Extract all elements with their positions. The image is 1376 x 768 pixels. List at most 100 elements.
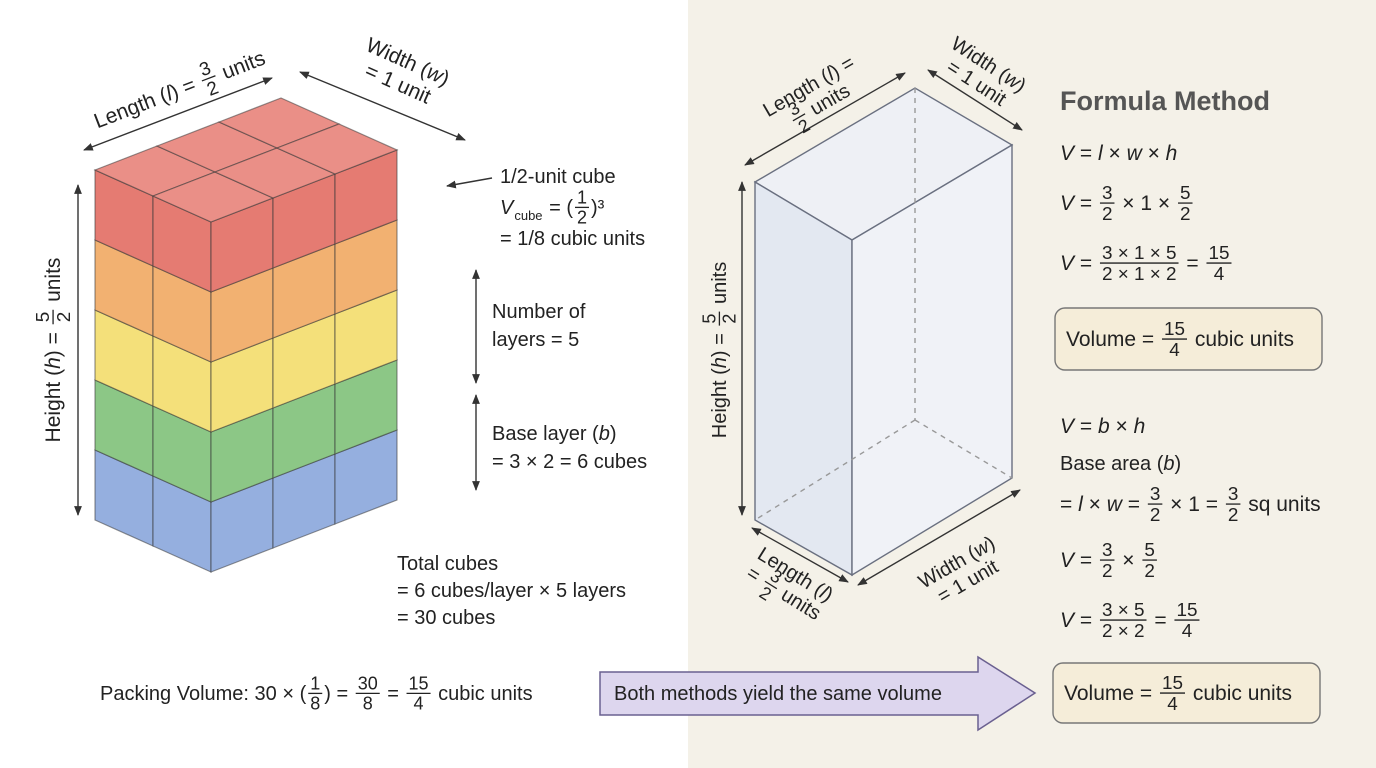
text-part: layers = 5 [492, 329, 579, 351]
text-run: V = [1060, 609, 1098, 632]
text-run: × 1 × [1116, 192, 1176, 215]
dim-arrow [857, 489, 1021, 586]
text-run: 1/2-unit cube [500, 166, 616, 188]
denominator: 4 [1169, 340, 1180, 361]
text-part: cubic units [1187, 682, 1292, 705]
text-part: cubic units [1189, 328, 1294, 351]
hidden-edge [754, 419, 916, 521]
text-run: V [500, 197, 515, 219]
text-run: Packing Volume: 30 × ( [100, 683, 307, 705]
text-run: = 30 cubes [397, 607, 495, 629]
text-part: Volume = [1066, 328, 1160, 351]
text-part: × [1116, 549, 1140, 572]
text-part: = ( [544, 197, 574, 219]
text-part: Packing Volume: 30 × ( [100, 683, 307, 705]
text-part: V [1060, 549, 1076, 572]
text-run: Volume = [1064, 682, 1158, 705]
denominator: 2 [1102, 561, 1113, 582]
text-part: V [1060, 609, 1076, 632]
text-run: V = [1060, 192, 1098, 215]
numerator: 3 [1102, 540, 1113, 561]
text-part: × 1 × [1116, 192, 1176, 215]
text-line: V = 3 × 1 × 52 × 1 × 2 = 154 [1060, 243, 1232, 285]
text-run: units [42, 258, 65, 308]
text-part: × 1 = [1164, 493, 1224, 516]
text-line: V = l × w × h [1060, 142, 1177, 165]
text-run: = l × w = [1060, 493, 1146, 516]
text-run: × 1 = [1164, 493, 1224, 516]
denominator: 8 [363, 694, 373, 714]
numerator: 5 [1180, 183, 1191, 204]
dimension-arrows [74, 69, 1023, 586]
dim-arrow [751, 527, 849, 583]
text-part: ) = [42, 326, 65, 357]
text-line: Total cubes [397, 553, 498, 575]
text-part: = [1074, 609, 1098, 632]
numerator: 5 [699, 314, 719, 324]
numerator: 3 [1102, 183, 1113, 204]
text-part: Both methods yield the same volume [614, 683, 942, 705]
text-run: V = [1060, 252, 1098, 275]
numerator: 5 [1144, 540, 1155, 561]
text-block: V = l × w × h [1060, 142, 1177, 165]
text-run: Both methods yield the same volume [614, 683, 942, 705]
denominator: 4 [414, 694, 424, 714]
text-block: V = 3 × 52 × 2 = 154 [1060, 600, 1200, 642]
text-line: Both methods yield the same volume [614, 683, 942, 705]
text-run: = 3 × 2 = 6 cubes [492, 451, 647, 473]
text-part: V [500, 197, 515, 219]
cube-stack [93, 97, 399, 573]
fraction-bar [201, 75, 216, 82]
text-part: × [1110, 415, 1134, 438]
text-line: V = 3 × 52 × 2 = 154 [1060, 600, 1200, 642]
text-block: V = 3 × 1 × 52 × 1 × 2 = 154 [1060, 243, 1232, 285]
text-part: h [1166, 142, 1178, 165]
text-part: w [1127, 142, 1144, 165]
text-run: = [1181, 252, 1205, 275]
numerator: 1 [577, 187, 587, 207]
text-run: Number of [492, 301, 586, 323]
denominator: 8 [310, 694, 320, 714]
text-block: Packing Volume: 30 × (18) = 308 = 154 cu… [100, 673, 533, 713]
denominator: 2 × 2 [1102, 621, 1145, 642]
text-run: cubic units [1187, 682, 1292, 705]
text-part: ) = [709, 328, 731, 357]
denominator: 2 [1102, 204, 1113, 225]
text-line: Volume = 154 cubic units [1064, 673, 1292, 715]
numerator: 15 [409, 673, 429, 693]
text-part: units [42, 258, 65, 308]
numerator: 15 [1164, 319, 1185, 340]
text-part: = [382, 683, 405, 705]
text-run: sq units [1242, 493, 1320, 516]
text-line: Number of [492, 301, 586, 323]
text-part: Volume = [1064, 682, 1158, 705]
text-run: layers = 5 [492, 329, 579, 351]
text-part: h [42, 357, 65, 369]
text-run: units [709, 262, 731, 310]
numerator: 3 × 5 [1102, 600, 1145, 621]
numerator: 15 [1162, 673, 1183, 694]
text-part: V [1060, 415, 1076, 438]
dim-arrow [299, 71, 466, 141]
text-part: b [1163, 453, 1174, 475]
text-part: = [1074, 415, 1098, 438]
text-block: V = 32 × 52 [1060, 540, 1157, 582]
text-part: = [1074, 549, 1098, 572]
text-part: ) [610, 423, 617, 445]
numerator: 5 [33, 312, 54, 323]
text-block: Volume = 154 cubic units [1064, 673, 1292, 715]
denominator: 4 [1214, 264, 1225, 285]
text-block: Base area (b) [1060, 453, 1181, 475]
text-block: Volume = 154 cubic units [1066, 319, 1294, 361]
text-part: = [1122, 493, 1146, 516]
text-run: = ( [544, 197, 574, 219]
text-line: V = b × h [1060, 415, 1145, 438]
text-line: Packing Volume: 30 × (18) = 308 = 154 cu… [100, 673, 533, 713]
text-part: cubic units [433, 683, 533, 705]
text-part: = 6 cubes/layer × 5 layers [397, 580, 626, 602]
text-part: )³ [591, 197, 605, 219]
